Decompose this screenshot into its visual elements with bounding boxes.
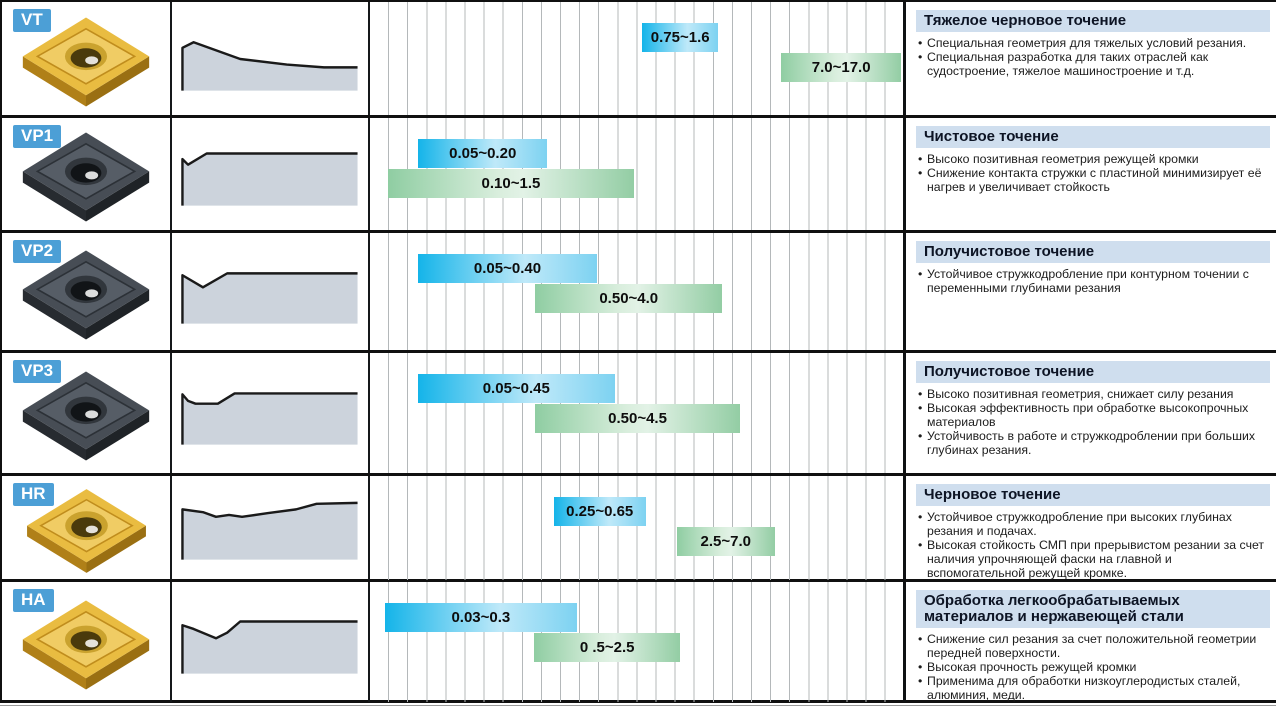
description-cell: Получистовое точение Высоко позитивная г…	[906, 353, 1276, 473]
chipbreaker-profile-cell	[172, 233, 370, 350]
chipbreaker-profile-cell	[172, 118, 370, 230]
chipbreaker-profile	[181, 620, 358, 674]
insert-photo-cell: HR	[2, 476, 172, 581]
chipbreaker-profile-cell	[172, 476, 370, 581]
description-bullets: Устойчивое стружкодробление при высоких …	[916, 510, 1272, 580]
insert-photo-cell: VP1	[2, 118, 172, 230]
grade-badge: HA	[13, 589, 54, 613]
range-chart: 0.25~0.65 2.5~7.0	[370, 476, 906, 581]
description-bullet: Устойчивое стружкодробление при контурно…	[916, 267, 1272, 295]
insert-photo	[22, 132, 150, 222]
doc-range-bar: 0.10~1.5	[388, 169, 634, 198]
feed-range-bar: 0.05~0.45	[417, 374, 615, 403]
description-bullets: Высоко позитивная геометрия, снижает сил…	[916, 387, 1272, 457]
chipbreaker-profile	[181, 40, 358, 91]
range-chart: 0.05~0.20 0.10~1.5	[370, 118, 906, 230]
chipbreaker-profile	[181, 501, 358, 560]
description-cell: Тяжелое черновое точение Специальная гео…	[906, 2, 1276, 115]
doc-range-bar: 0 .5~2.5	[534, 633, 681, 662]
description-bullet: Снижение контакта стружки с пластиной ми…	[916, 166, 1272, 194]
chipbreaker-profile-cell	[172, 353, 370, 473]
insert-photo	[22, 371, 150, 461]
grade-row-vp3: VP3 0.05~0.45 0.50~4.5 Получистовое точе…	[2, 353, 1276, 476]
chipbreaker-profile-cell	[172, 582, 370, 703]
description-title: Получистовое точение	[916, 241, 1270, 264]
insert-photo-cell: VT	[2, 2, 172, 115]
insert-photo	[22, 16, 150, 107]
description-bullet: Высокая стойкость СМП при прерывистом ре…	[916, 538, 1272, 580]
description-cell: Обработка легкообрабатываемых материалов…	[906, 582, 1276, 702]
grade-badge: VP1	[13, 125, 62, 149]
doc-range-bar: 0.50~4.0	[535, 284, 723, 313]
description-title: Черновое точение	[916, 484, 1270, 507]
doc-range-bar: 0.50~4.5	[535, 404, 740, 433]
chipbreaker-profile-cell	[172, 2, 370, 115]
description-title: Тяжелое черновое точение	[916, 10, 1270, 33]
description-bullet: Специальная разработка для таких отрасле…	[916, 50, 1272, 78]
description-title: Чистовое точение	[916, 126, 1270, 149]
description-bullets: Высоко позитивная геометрия режущей кром…	[916, 152, 1272, 194]
description-cell: Получистовое точение Устойчивое стружкод…	[906, 233, 1276, 350]
insert-photo-cell: VP3	[2, 353, 172, 473]
description-bullets: Устойчивое стружкодробление при контурно…	[916, 267, 1272, 295]
description-cell: Черновое точение Устойчивое стружкодробл…	[906, 476, 1276, 580]
description-bullets: Специальная геометрия для тяжелых услови…	[916, 36, 1272, 78]
insert-photo	[22, 249, 150, 340]
chipbreaker-profile	[181, 152, 358, 206]
doc-range-bar: 2.5~7.0	[677, 527, 775, 556]
grade-row-hr: HR 0.25~0.65 2.5~7.0 Черновое точение	[2, 476, 1276, 582]
description-bullet: Высокая эффективность при обработке высо…	[916, 401, 1272, 429]
description-bullets: Снижение сил резания за счет положительн…	[916, 632, 1272, 702]
feed-range-bar: 0.03~0.3	[384, 603, 577, 632]
range-chart: 0.05~0.40 0.50~4.0	[370, 233, 906, 350]
description-bullet: Высоко позитивная геометрия режущей кром…	[916, 152, 1272, 166]
grade-badge: HR	[13, 483, 54, 507]
feed-range-bar: 0.75~1.6	[642, 23, 719, 52]
description-bullet: Снижение сил резания за счет положительн…	[916, 632, 1272, 660]
insert-photo-cell: VP2	[2, 233, 172, 350]
chipbreaker-profile	[181, 271, 358, 324]
chipbreaker-profile	[181, 392, 358, 445]
description-bullet: Применима для обработки низкоуглеродисты…	[916, 674, 1272, 702]
feed-range-bar: 0.25~0.65	[553, 497, 646, 526]
description-cell: Чистовое точение Высоко позитивная геоме…	[906, 118, 1276, 230]
grade-badge: VP3	[13, 360, 62, 384]
range-chart: 0.03~0.3 0 .5~2.5	[370, 582, 906, 703]
grade-row-vt: VT 0.75~1.6 7.0~17.0 Тяжелое черновое то…	[2, 2, 1276, 118]
description-bullet: Устойчивость в работе и стружкодроблении…	[916, 429, 1272, 457]
insert-photo-cell: HA	[2, 582, 172, 703]
grade-row-vp2: VP2 0.05~0.40 0.50~4.0 Получистовое точе…	[2, 233, 1276, 353]
range-chart: 0.75~1.6 7.0~17.0	[370, 2, 906, 115]
description-bullet: Высокая прочность режущей кромки	[916, 660, 1272, 674]
description-bullet: Высоко позитивная геометрия, снижает сил…	[916, 387, 1272, 401]
range-chart: 0.05~0.45 0.50~4.5	[370, 353, 906, 473]
description-title: Получистовое точение	[916, 361, 1270, 384]
description-bullet: Специальная геометрия для тяжелых услови…	[916, 36, 1272, 50]
description-title: Обработка легкообрабатываемых материалов…	[916, 590, 1270, 629]
grade-badge: VT	[13, 9, 51, 33]
grade-row-vp1: VP1 0.05~0.20 0.10~1.5 Чистовое точение	[2, 118, 1276, 233]
doc-range-bar: 7.0~17.0	[781, 53, 901, 82]
feed-range-bar: 0.05~0.40	[417, 254, 598, 283]
insert-photo	[26, 489, 146, 574]
feed-range-bar: 0.05~0.20	[417, 139, 548, 168]
grade-badge: VP2	[13, 240, 62, 264]
description-bullet: Устойчивое стружкодробление при высоких …	[916, 510, 1272, 538]
insert-photo	[22, 600, 150, 690]
grade-row-ha: HA 0.03~0.3 0 .5~2.5 Обработка легкообра…	[2, 582, 1276, 703]
